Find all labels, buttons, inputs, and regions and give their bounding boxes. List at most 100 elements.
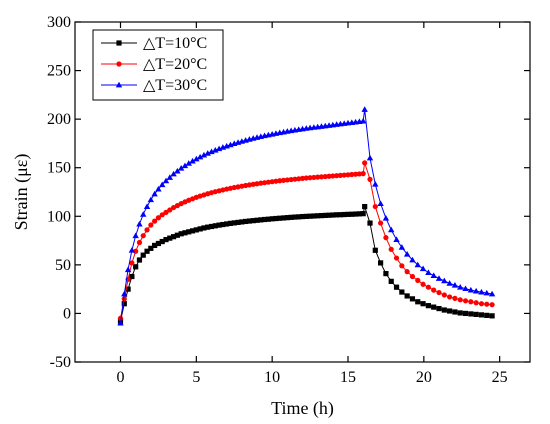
data-point-0-17 <box>182 230 188 236</box>
data-point-0-7 <box>144 248 150 254</box>
data-point-1-69 <box>383 235 389 241</box>
y-tick-label-7: 300 <box>47 14 71 31</box>
x-tick-label-1: 5 <box>192 369 200 386</box>
data-point-0-8 <box>148 245 154 251</box>
data-point-0-48 <box>299 213 306 220</box>
data-point-1-71 <box>393 255 400 261</box>
data-point-2-18 <box>185 160 192 166</box>
x-tick-label-2: 10 <box>264 369 280 386</box>
data-point-2-78 <box>430 272 437 278</box>
data-point-0-67 <box>372 247 378 253</box>
data-point-0-46 <box>292 214 298 220</box>
data-point-1-6 <box>140 233 146 239</box>
legend-marker-2 <box>115 81 123 88</box>
data-point-0-44 <box>284 215 290 221</box>
data-point-1-84 <box>462 298 469 304</box>
data-point-2-80 <box>441 277 448 284</box>
data-point-0-29 <box>227 220 234 226</box>
data-point-2-70 <box>388 226 395 233</box>
data-point-0-76 <box>420 301 426 307</box>
data-point-0-83 <box>457 310 463 316</box>
data-point-0-85 <box>468 311 474 317</box>
data-point-0-58 <box>337 212 344 218</box>
data-point-0-10 <box>155 240 162 247</box>
legend-label-0: △T=10°C <box>143 35 207 52</box>
y-tick-label-2: 50 <box>55 257 71 274</box>
data-point-0-86 <box>473 311 479 317</box>
data-point-2-75 <box>414 261 421 268</box>
data-point-0-31 <box>235 219 241 226</box>
data-point-1-10 <box>155 215 162 221</box>
data-point-1-39 <box>265 179 271 185</box>
data-point-1-9 <box>152 218 158 224</box>
data-point-2-3 <box>128 247 136 253</box>
data-point-1-75 <box>415 277 421 283</box>
axes: 0 5 10 15 20 25 -50 0 50 100 150 200 250 300 <box>47 14 530 386</box>
data-point-2-79 <box>435 275 443 281</box>
data-point-0-5 <box>136 257 143 263</box>
data-point-2-71 <box>393 236 400 242</box>
data-point-0-11 <box>159 238 165 245</box>
data-point-2-0 <box>117 319 124 326</box>
data-point-2-66 <box>366 154 374 161</box>
data-point-2-2 <box>124 266 132 273</box>
data-point-2-11 <box>159 181 166 188</box>
legend-marker-1 <box>116 61 122 67</box>
data-point-0-33 <box>243 218 249 225</box>
data-point-2-24 <box>208 148 215 155</box>
data-point-2-85 <box>467 286 475 293</box>
data-point-1-11 <box>159 212 165 218</box>
data-point-0-78 <box>431 304 437 310</box>
data-point-0-15 <box>174 232 180 238</box>
data-point-2-87 <box>478 288 485 295</box>
legend-box <box>92 29 224 101</box>
data-point-0-82 <box>452 309 458 315</box>
data-point-1-43 <box>280 177 287 183</box>
data-point-2-13 <box>166 174 173 180</box>
data-point-1-77 <box>425 284 431 290</box>
data-point-2-68 <box>377 200 384 207</box>
data-point-1-42 <box>277 178 283 184</box>
data-point-0-21 <box>197 226 203 232</box>
data-point-2-5 <box>136 220 143 227</box>
data-point-0-13 <box>167 235 173 241</box>
data-point-0-50 <box>307 213 313 219</box>
data-point-0-19 <box>189 228 196 234</box>
data-point-2-89 <box>488 290 496 297</box>
data-point-2-86 <box>472 287 480 294</box>
data-point-2-7 <box>143 203 151 209</box>
data-point-0-53 <box>318 213 325 219</box>
x-tick-label-0: 0 <box>117 369 125 386</box>
data-point-2-69 <box>382 215 390 221</box>
x-tick-label-3: 15 <box>340 369 356 386</box>
data-point-0-41 <box>273 215 279 222</box>
data-point-0-27 <box>220 221 226 228</box>
data-point-2-82 <box>451 282 459 288</box>
data-point-1-48 <box>299 175 306 181</box>
data-point-0-51 <box>311 213 317 219</box>
y-tick-label-1: 0 <box>63 305 71 322</box>
data-point-0-9 <box>152 242 158 249</box>
data-point-2-12 <box>162 177 170 184</box>
data-point-1-80 <box>441 292 447 298</box>
data-point-0-16 <box>178 231 184 237</box>
y-tick-label-6: 250 <box>47 63 71 80</box>
data-point-2-83 <box>457 284 464 290</box>
data-point-0-42 <box>277 215 283 221</box>
data-point-0-49 <box>303 213 309 219</box>
y-tick-label-0: -50 <box>50 354 71 371</box>
data-point-2-88 <box>483 289 490 296</box>
data-point-1-83 <box>457 297 463 303</box>
data-point-0-2 <box>125 286 131 292</box>
data-point-0-79 <box>436 305 442 312</box>
data-point-2-72 <box>398 244 406 250</box>
data-point-0-75 <box>415 299 421 305</box>
data-point-2-67 <box>372 181 379 187</box>
y-tick-label-5: 200 <box>47 111 71 128</box>
data-point-0-4 <box>133 264 139 270</box>
data-point-1-44 <box>284 177 290 183</box>
y-tick-label-3: 100 <box>47 208 71 225</box>
data-point-0-64 <box>360 211 366 217</box>
data-point-2-22 <box>200 151 208 158</box>
series-line-0 <box>120 204 493 322</box>
